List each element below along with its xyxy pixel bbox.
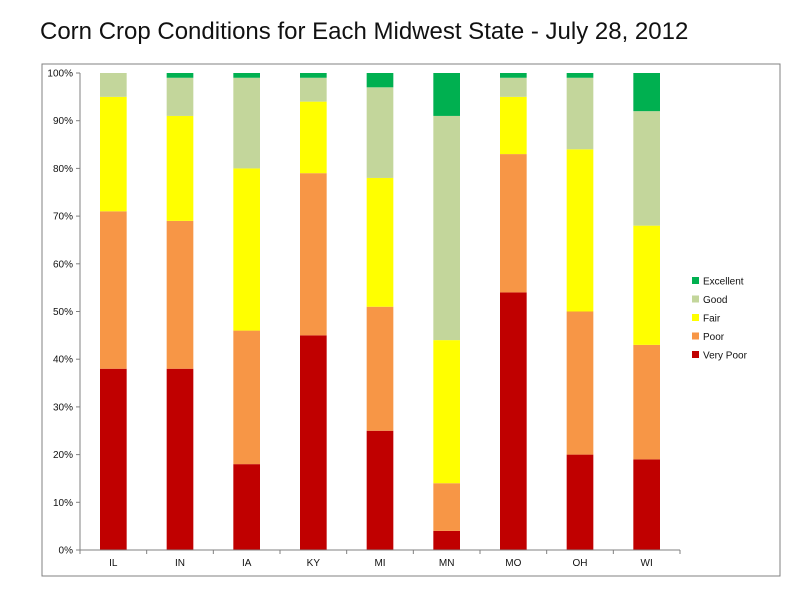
- bar-segment-very-poor: [300, 335, 327, 550]
- chart-border: [41, 63, 781, 577]
- bar-segment-poor: [433, 483, 460, 531]
- bar-stack-mi: [366, 73, 394, 550]
- bar-segment-fair: [166, 115, 194, 221]
- x-tick-label: IL: [109, 558, 118, 569]
- bar-segment-good: [633, 111, 660, 226]
- bar-segment-good: [366, 87, 394, 178]
- legend-label: Fair: [703, 314, 721, 325]
- bar-stack-ky: [300, 73, 327, 550]
- bar-segment-excellent: [300, 73, 327, 78]
- x-tick-label: IN: [175, 558, 185, 569]
- bar-segment-very-poor: [100, 368, 127, 550]
- bar-stack-oh: [566, 73, 594, 550]
- legend-label: Good: [703, 295, 727, 306]
- legend-item-fair: Fair: [692, 314, 721, 325]
- y-tick-label: 0%: [59, 546, 74, 557]
- legend-item-excellent: Excellent: [692, 277, 744, 288]
- bar-segment-excellent: [166, 73, 194, 78]
- bar-segment-poor: [366, 306, 394, 431]
- bar-segment-excellent: [633, 73, 660, 112]
- bar-segment-fair: [233, 168, 260, 331]
- bar-stacks: [100, 73, 660, 550]
- chart-title: Corn Crop Conditions for Each Midwest St…: [40, 18, 689, 45]
- y-tick-label: 90%: [53, 116, 73, 127]
- bar-stack-wi: [633, 73, 660, 550]
- legend-swatch: [692, 295, 699, 303]
- bar-segment-good: [166, 77, 194, 116]
- bar-segment-fair: [433, 340, 460, 484]
- bar-segment-poor: [566, 311, 594, 455]
- bar-segment-fair: [300, 101, 327, 174]
- y-tick-label: 30%: [53, 402, 73, 413]
- bar-segment-good: [500, 77, 527, 97]
- bar-segment-excellent: [566, 73, 594, 78]
- bar-segment-very-poor: [500, 292, 527, 550]
- legend-item-poor: Poor: [692, 332, 725, 343]
- bar-segment-very-poor: [366, 430, 394, 550]
- y-tick-label: 70%: [53, 212, 73, 223]
- bar-stack-il: [100, 73, 127, 550]
- x-tick-label: MN: [439, 558, 455, 569]
- bar-segment-fair: [566, 149, 594, 312]
- bar-segment-good: [233, 77, 260, 169]
- x-tick-label: IA: [242, 558, 252, 569]
- legend-item-good: Good: [692, 295, 727, 306]
- legend-label: Excellent: [703, 277, 744, 288]
- legend-item-very-poor: Very Poor: [692, 351, 748, 362]
- bar-segment-fair: [633, 225, 660, 345]
- legend-swatch: [692, 332, 699, 340]
- bar-segment-good: [566, 77, 594, 150]
- bar-segment-poor: [233, 330, 260, 465]
- y-tick-label: 20%: [53, 450, 73, 461]
- bar-segment-excellent: [500, 73, 527, 78]
- y-tick-label: 40%: [53, 355, 73, 366]
- bar-segment-very-poor: [633, 459, 660, 550]
- bar-segment-excellent: [366, 73, 394, 88]
- legend: Excellent Good Fair Poor Very Poor: [692, 277, 748, 362]
- bar-segment-very-poor: [566, 454, 594, 550]
- x-tick-label: WI: [641, 558, 653, 569]
- x-tick-label: MI: [374, 558, 385, 569]
- legend-swatch: [692, 277, 699, 284]
- x-axis: IL IN IA KY MI MN MO OH WI: [79, 549, 681, 569]
- bar-segment-very-poor: [166, 368, 194, 550]
- bar-segment-poor: [500, 154, 527, 293]
- bar-segment-poor: [166, 220, 194, 369]
- bar-segment-very-poor: [233, 464, 260, 550]
- y-tick-label: 10%: [53, 498, 73, 509]
- bar-stack-in: [166, 73, 194, 550]
- x-tick-label: OH: [573, 558, 588, 569]
- y-tick-label: 60%: [53, 259, 73, 270]
- bar-segment-good: [433, 115, 460, 341]
- bar-segment-poor: [633, 344, 660, 460]
- bar-segment-fair: [100, 96, 127, 212]
- bar-segment-poor: [100, 211, 127, 369]
- bar-segment-fair: [366, 177, 394, 307]
- bar-segment-very-poor: [433, 530, 460, 550]
- bar-segment-fair: [500, 96, 527, 155]
- x-tick-label: KY: [307, 558, 321, 569]
- y-tick-label: 50%: [53, 307, 73, 318]
- legend-swatch: [692, 351, 699, 358]
- y-tick-label: 80%: [53, 164, 73, 175]
- bar-stack-mn: [433, 73, 460, 550]
- bar-segment-good: [300, 77, 327, 102]
- x-tick-label: MO: [505, 558, 521, 569]
- legend-label: Poor: [703, 332, 725, 343]
- bar-segment-excellent: [233, 73, 260, 78]
- y-axis: 0% 10% 20% 30% 40% 50% 60% 70% 80% 90% 100%: [47, 69, 81, 557]
- y-tick-label: 100%: [47, 69, 73, 80]
- bar-stack-mo: [500, 73, 527, 550]
- bar-segment-good: [100, 73, 127, 97]
- legend-swatch: [692, 314, 699, 321]
- bar-stack-ia: [233, 73, 260, 550]
- bar-segment-poor: [300, 173, 327, 336]
- bar-segment-excellent: [433, 73, 460, 116]
- legend-label: Very Poor: [703, 351, 748, 362]
